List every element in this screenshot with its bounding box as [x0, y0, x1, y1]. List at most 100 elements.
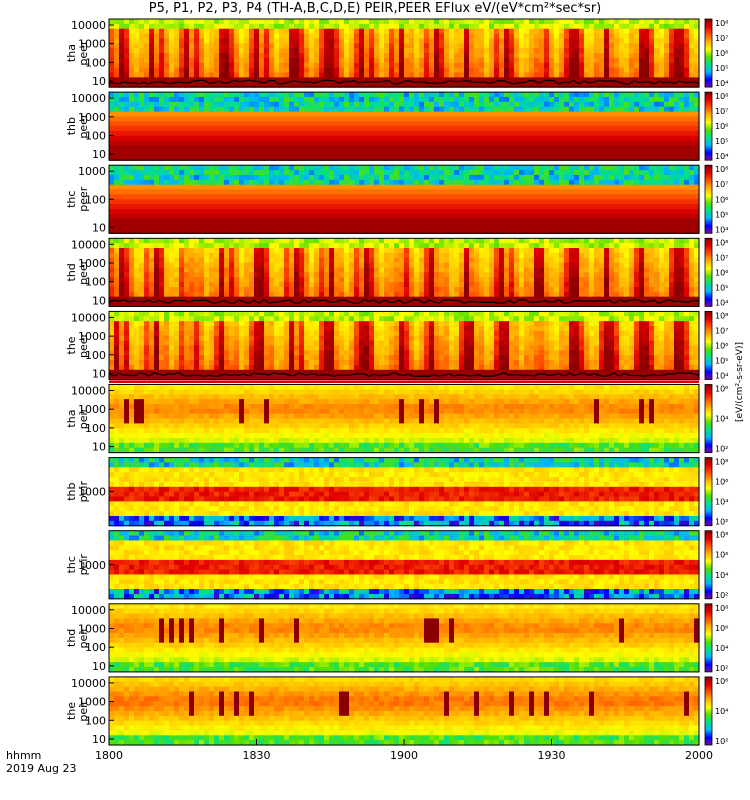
heatmap-cell [284, 223, 290, 230]
heatmap-cell [109, 23, 115, 30]
heatmap-cell [589, 53, 595, 59]
heatmap-cell [334, 82, 340, 88]
heatmap-cell [384, 38, 390, 44]
heatmap-cell [569, 96, 575, 103]
heatmap-cell [289, 218, 295, 225]
heatmap-cell [149, 218, 155, 225]
heatmap-cell [244, 121, 250, 127]
heatmap-cell [549, 101, 555, 108]
heatmap-cell [564, 92, 570, 98]
heatmap-cell [459, 135, 465, 142]
heatmap-cell [449, 111, 455, 118]
heatmap-cell [409, 204, 415, 210]
heatmap-cell [299, 150, 305, 156]
heatmap-cell [314, 43, 320, 49]
heatmap-cell [484, 67, 490, 74]
heatmap-cell [174, 53, 180, 59]
heatmap-cell [694, 43, 700, 49]
heatmap-cell [289, 194, 295, 200]
heatmap-cell [304, 174, 310, 181]
heatmap-cell [379, 57, 385, 64]
heatmap-cell [614, 208, 620, 215]
heatmap-cell [249, 121, 255, 127]
heatmap-cell [349, 48, 355, 54]
heatmap-cell [469, 19, 475, 25]
heatmap-cell [419, 67, 425, 74]
heatmap-cell [494, 194, 500, 200]
heatmap-cell [564, 213, 570, 220]
heatmap-cell [529, 155, 535, 161]
heatmap-cell [124, 48, 130, 54]
heatmap-cell [474, 82, 480, 88]
heatmap-cell [334, 228, 340, 234]
heatmap-cell [199, 145, 205, 152]
heatmap-cell [359, 228, 365, 234]
heatmap-cell [519, 126, 525, 132]
heatmap-cell [669, 106, 675, 113]
heatmap-cell [194, 170, 200, 176]
heatmap-cell [199, 150, 205, 156]
heatmap-cell [279, 23, 285, 30]
heatmap-cell [214, 96, 220, 103]
heatmap-cell [269, 53, 275, 59]
heatmap-cell [444, 179, 450, 186]
heatmap-cell [234, 96, 240, 103]
heatmap-cell [534, 204, 540, 210]
heatmap-cell [244, 101, 250, 108]
heatmap-cell [184, 106, 190, 113]
heatmap-cell [179, 67, 185, 74]
heatmap-cell [324, 82, 330, 88]
heatmap-cell [219, 223, 225, 230]
heatmap-cell [184, 43, 190, 49]
heatmap-cell [359, 170, 365, 176]
heatmap-cell [349, 155, 355, 161]
heatmap-cell [389, 218, 395, 225]
heatmap-cell [224, 145, 230, 152]
heatmap-cell [474, 96, 480, 103]
heatmap-cell [629, 150, 635, 156]
heatmap-cell [344, 28, 350, 35]
heatmap-cell [309, 199, 315, 205]
heatmap-cell [689, 179, 695, 186]
heatmap-cell [494, 77, 500, 83]
heatmap-cell [174, 174, 180, 181]
heatmap-cell [519, 155, 525, 161]
heatmap-cell [204, 111, 210, 118]
heatmap-cell [444, 77, 450, 83]
heatmap-cell [664, 135, 670, 142]
heatmap-cell [244, 135, 250, 142]
heatmap-cell [529, 101, 535, 108]
heatmap-cell [149, 43, 155, 49]
heatmap-cell [679, 33, 685, 40]
heatmap-cell [684, 53, 690, 59]
heatmap-cell [139, 116, 145, 122]
heatmap-cell [569, 121, 575, 127]
heatmap-cell [389, 199, 395, 205]
heatmap-cell [369, 204, 375, 210]
heatmap-cell [129, 204, 135, 210]
heatmap-cell [494, 170, 500, 176]
heatmap-cell [489, 33, 495, 40]
heatmap-cell [389, 23, 395, 30]
heatmap-cell [484, 174, 490, 181]
heatmap-cell [364, 174, 370, 181]
heatmap-cell [199, 62, 205, 69]
heatmap-cell [284, 43, 290, 49]
heatmap-cell [219, 194, 225, 200]
heatmap-cell [544, 155, 550, 161]
heatmap-cell [449, 82, 455, 88]
heatmap-cell [274, 62, 280, 69]
heatmap-cell [239, 145, 245, 152]
heatmap-cell [284, 111, 290, 118]
heatmap-cell [584, 228, 590, 234]
heatmap-cell [584, 126, 590, 132]
heatmap-cell [639, 155, 645, 161]
heatmap-cell [369, 155, 375, 161]
heatmap-cell [434, 189, 440, 195]
heatmap-cell [204, 135, 210, 142]
heatmap-cell [289, 57, 295, 64]
heatmap-cell [499, 135, 505, 142]
heatmap-cell [459, 57, 465, 64]
heatmap-cell [404, 131, 410, 137]
heatmap-cell [124, 194, 130, 200]
